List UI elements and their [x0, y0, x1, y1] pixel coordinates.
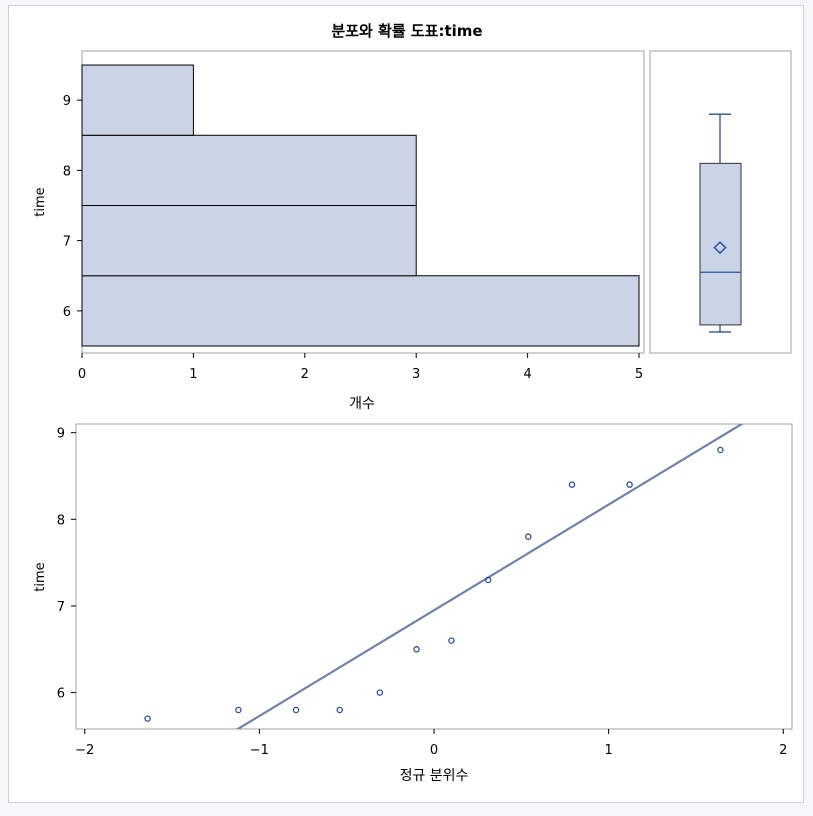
histogram-y-tick-label: 6 [63, 305, 71, 320]
qq-points [144, 446, 724, 722]
qq-point [144, 715, 151, 722]
histogram-bar [81, 134, 417, 207]
qq-point [292, 706, 300, 714]
histogram-x-tick-label: 4 [523, 367, 531, 382]
qq-fit-line-group [235, 424, 744, 729]
histogram-x-axis: 0 1 2 3 4 5 [78, 353, 643, 382]
histogram-x-tick-label: 2 [301, 367, 309, 382]
qq-x-tick-label: 0 [430, 743, 438, 758]
qq-y-tick-label: 9 [57, 427, 65, 442]
qq-plot-panel: −2 −1 0 1 2 6 7 8 9 정규 분위수 time [33, 423, 793, 784]
histogram-y-tick-label: 7 [63, 235, 71, 250]
boxplot-box [699, 162, 742, 326]
boxplot-frame [649, 50, 792, 354]
qq-x-tick-label: 2 [779, 743, 787, 758]
qq-point [525, 533, 532, 540]
qq-y-axis: 6 7 8 9 [57, 427, 76, 702]
qq-fit-line [235, 424, 744, 729]
boxplot-mean-marker [713, 241, 727, 255]
chart-title: 분포와 확률 도표:time [331, 22, 482, 40]
histogram-x-tick-label: 5 [635, 367, 643, 382]
qq-point [626, 481, 633, 488]
qq-x-tick-label: −1 [250, 743, 269, 758]
qq-x-tick-label: −2 [75, 743, 94, 758]
histogram-bar [81, 205, 417, 277]
qq-y-tick-label: 8 [57, 513, 65, 528]
qq-plot-frame [75, 423, 793, 730]
qq-x-label: 정규 분위수 [400, 768, 469, 784]
qq-point [235, 706, 242, 714]
qq-point [484, 576, 492, 584]
qq-point [717, 446, 724, 454]
qq-y-tick-label: 6 [57, 687, 65, 702]
qq-point [336, 706, 343, 714]
histogram-x-tick-label: 0 [78, 367, 86, 382]
histogram-bar [81, 275, 640, 347]
qq-point [376, 689, 384, 696]
qq-x-tick-label: 1 [604, 743, 612, 758]
qq-point [568, 481, 576, 488]
histogram-y-tick-label: 9 [63, 94, 71, 109]
boxplot-marks [699, 113, 742, 333]
histogram-x-tick-label: 3 [412, 367, 420, 382]
qq-y-tick-label: 7 [57, 600, 65, 615]
histogram-x-label: 개수 [349, 396, 375, 412]
qq-point [448, 637, 455, 644]
histogram-bars [81, 64, 640, 347]
histogram-y-label: time [33, 187, 48, 216]
qq-y-label: time [33, 562, 48, 591]
histogram-y-axis: 6 7 8 9 [63, 94, 82, 320]
histogram-x-tick-label: 1 [189, 367, 197, 382]
qq-point [413, 646, 420, 653]
histogram-bar [81, 64, 194, 136]
qq-x-axis: −2 −1 0 1 2 [75, 729, 787, 758]
boxplot-panel [649, 50, 792, 354]
histogram-panel: 0 1 2 3 4 5 6 7 8 9 개수 time [33, 50, 645, 412]
histogram-y-tick-label: 8 [63, 164, 71, 179]
